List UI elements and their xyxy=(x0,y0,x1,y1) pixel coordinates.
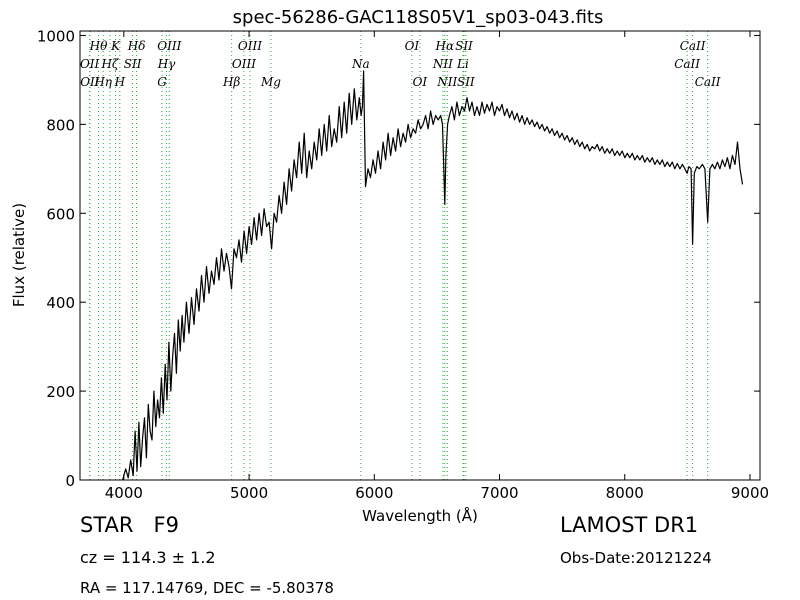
line-label-25: CaII xyxy=(674,57,700,71)
line-label-10: Hγ xyxy=(157,57,176,71)
object-class-label: STAR F9 xyxy=(80,513,179,537)
y-axis-label: Flux (relative) xyxy=(10,203,28,307)
spectrum-line-0 xyxy=(122,70,744,481)
survey-label: LAMOST DR1 xyxy=(560,513,699,537)
redshift-label: cz = 114.3 ± 1.2 xyxy=(80,548,216,567)
x-tick-label-2: 6000 xyxy=(355,484,393,502)
line-label-14: OIII xyxy=(238,39,262,53)
x-axis-ticks: 4000 5000 6000 7000 8000 9000 xyxy=(105,31,769,502)
x-tick-label-4: 8000 xyxy=(606,484,644,502)
line-label-8: Hδ xyxy=(127,39,146,53)
line-label-7: SII xyxy=(124,57,142,71)
chart-title: spec-56286-GAC118S05V1_sp03-043.fits xyxy=(233,7,604,28)
line-label-19: NII xyxy=(432,57,453,71)
observation-date-label: Obs-Date:20121224 xyxy=(560,549,712,567)
line-label-11: OIII xyxy=(157,39,181,53)
spectrum-series xyxy=(122,70,744,481)
x-axis-label: Wavelength (Å) xyxy=(362,506,478,525)
spectral-line-labels: OII OII Hθ Hη Hζ K H SII Hδ G Hγ OIII Hβ OIII OIII Mg Na… xyxy=(80,39,721,89)
line-label-16: Na xyxy=(351,57,370,71)
coordinates-label: RA = 117.14769, DEC = -5.80378 xyxy=(80,579,334,597)
line-label-20: Hα xyxy=(435,39,455,53)
y-tick-label-4: 800 xyxy=(46,116,75,134)
y-tick-label-1: 200 xyxy=(46,383,75,401)
line-label-15: Mg xyxy=(260,75,281,89)
line-label-18: OI xyxy=(413,75,428,89)
y-axis-ticks: 0 200 400 600 800 1000 xyxy=(37,27,760,490)
line-label-23: SII xyxy=(455,39,473,53)
y-tick-label-0: 0 xyxy=(65,472,75,490)
line-label-6: H xyxy=(114,75,126,89)
line-label-26: CaII xyxy=(680,39,706,53)
line-label-13: OIII xyxy=(232,57,256,71)
x-tick-label-5: 9000 xyxy=(731,484,769,502)
line-label-24: SII xyxy=(457,75,475,89)
y-tick-label-2: 400 xyxy=(46,294,75,312)
y-tick-label-5: 1000 xyxy=(37,27,75,45)
line-label-2: Hθ xyxy=(89,39,108,53)
line-label-5: K xyxy=(110,39,121,53)
line-label-17: OI xyxy=(405,39,420,53)
y-tick-label-3: 600 xyxy=(46,205,75,223)
x-tick-label-0: 4000 xyxy=(105,484,143,502)
line-label-12: Hβ xyxy=(222,75,240,89)
line-label-22: Li xyxy=(456,57,469,71)
line-label-0: OII xyxy=(80,57,100,71)
plot-area-frame xyxy=(79,30,761,481)
line-label-3: Hη xyxy=(93,75,112,89)
line-label-4: Hζ xyxy=(100,57,119,71)
line-label-1: OII xyxy=(80,75,100,89)
x-tick-label-1: 5000 xyxy=(230,484,268,502)
x-tick-label-3: 7000 xyxy=(480,484,518,502)
line-label-9: G xyxy=(157,75,167,89)
line-label-21: NII xyxy=(436,75,457,89)
line-label-27: CaII xyxy=(695,75,721,89)
spectral-line-markers xyxy=(89,31,709,480)
